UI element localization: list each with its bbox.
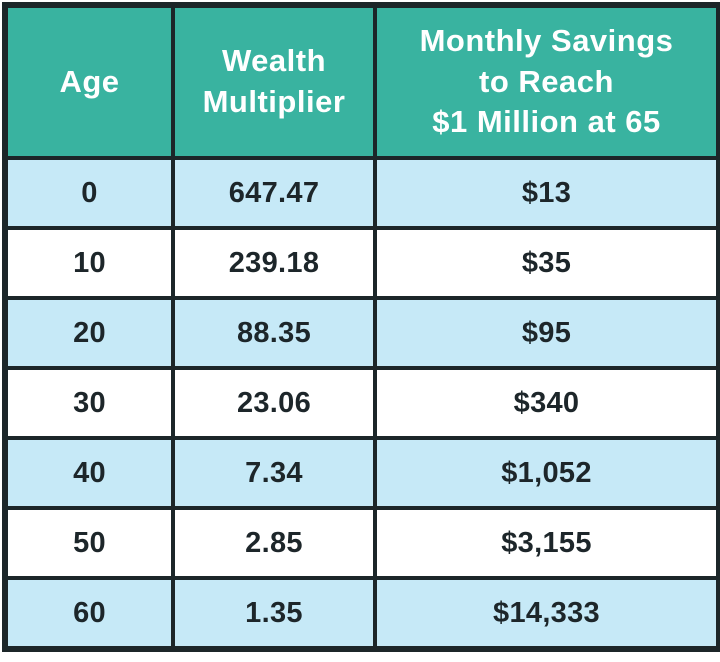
multiplier-cell: 239.18 [171,226,377,300]
header-cell-age: Age [3,3,175,160]
age-cell: 0 [3,156,175,230]
age-cell: 20 [3,296,175,370]
multiplier-cell: 7.34 [171,436,377,510]
savings-cell: $1,052 [373,436,720,510]
multiplier-cell: 23.06 [171,366,377,440]
table-row-age-40: 40 7.34 $1,052 [3,436,720,510]
multiplier-cell: 1.35 [171,576,377,651]
wealth-multiplier-table: Age Wealth Multiplier Monthly Savings to… [2,2,720,652]
savings-cell: $340 [373,366,720,440]
age-cell: 30 [3,366,175,440]
age-cell: 60 [3,576,175,651]
table-row-age-60: 60 1.35 $14,333 [3,576,720,651]
age-cell: 50 [3,506,175,580]
header-cell-monthly-savings: Monthly Savings to Reach $1 Million at 6… [373,3,720,160]
savings-cell: $14,333 [373,576,720,651]
table-row-age-50: 50 2.85 $3,155 [3,506,720,580]
table-row-age-0: 0 647.47 $13 [3,156,720,230]
savings-cell: $13 [373,156,720,230]
multiplier-cell: 2.85 [171,506,377,580]
age-cell: 10 [3,226,175,300]
multiplier-cell: 647.47 [171,156,377,230]
table-header-row: Age Wealth Multiplier Monthly Savings to… [3,3,720,160]
table-row-age-10: 10 239.18 $35 [3,226,720,300]
savings-cell: $3,155 [373,506,720,580]
multiplier-cell: 88.35 [171,296,377,370]
header-cell-wealth-multiplier: Wealth Multiplier [171,3,377,160]
savings-cell: $35 [373,226,720,300]
age-cell: 40 [3,436,175,510]
table-row-age-30: 30 23.06 $340 [3,366,720,440]
table-row-age-20: 20 88.35 $95 [3,296,720,370]
savings-cell: $95 [373,296,720,370]
